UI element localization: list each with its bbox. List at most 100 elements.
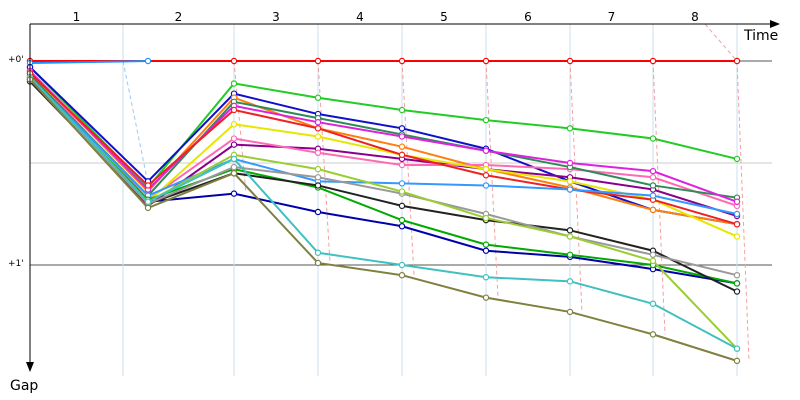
data-point xyxy=(733,288,741,295)
data-point xyxy=(314,182,322,189)
series-line xyxy=(29,60,149,65)
data-point xyxy=(566,178,574,185)
data-point xyxy=(230,155,238,163)
data-point xyxy=(314,125,322,132)
data-point xyxy=(314,208,322,216)
data-point xyxy=(398,106,406,114)
data-point xyxy=(398,161,406,169)
data-point xyxy=(314,174,322,181)
data-point xyxy=(398,151,406,159)
data-point xyxy=(398,133,406,140)
lap-connector-line xyxy=(317,60,331,263)
data-point xyxy=(482,147,490,154)
data-point xyxy=(482,294,490,301)
data-point xyxy=(230,57,238,65)
data-point xyxy=(733,57,741,65)
data-point xyxy=(733,220,741,228)
data-point xyxy=(566,186,574,193)
data-point xyxy=(314,249,322,256)
data-point xyxy=(649,192,657,199)
data-point xyxy=(482,116,490,124)
data-point xyxy=(566,57,574,65)
lap-label: 2 xyxy=(175,10,183,24)
data-point xyxy=(144,204,152,212)
data-point xyxy=(398,57,406,65)
data-point xyxy=(314,165,322,173)
data-point xyxy=(230,135,238,142)
data-point xyxy=(566,278,574,285)
data-point xyxy=(733,357,741,365)
lap-label: 7 xyxy=(608,10,616,24)
data-point xyxy=(733,272,741,279)
data-point xyxy=(649,251,657,258)
data-point xyxy=(649,206,657,214)
data-point xyxy=(733,155,741,163)
data-point xyxy=(398,261,406,269)
data-point xyxy=(230,121,238,128)
data-point xyxy=(314,57,322,65)
x-axis-arrow xyxy=(770,20,780,28)
data-point xyxy=(398,188,406,195)
lap-label: 6 xyxy=(524,10,532,24)
data-point xyxy=(566,233,574,240)
data-point xyxy=(482,172,490,179)
data-point xyxy=(482,247,490,254)
data-point xyxy=(566,159,574,167)
data-point xyxy=(144,57,152,65)
data-point xyxy=(482,214,490,222)
data-point xyxy=(566,251,574,258)
lap-connector-line xyxy=(704,23,738,62)
data-point xyxy=(649,331,657,338)
lap-connector-line xyxy=(736,60,750,361)
data-point xyxy=(230,190,238,197)
lap-label: 5 xyxy=(440,10,448,24)
lap-connector-line xyxy=(401,60,415,276)
data-point xyxy=(649,57,657,65)
data-point xyxy=(482,57,490,65)
series-line xyxy=(29,78,738,362)
data-point xyxy=(314,94,322,101)
data-point xyxy=(398,202,406,210)
data-point xyxy=(314,149,322,156)
data-point xyxy=(566,125,574,132)
data-point xyxy=(230,80,238,87)
data-point xyxy=(398,180,406,187)
axis-layer: Time Gap xyxy=(10,20,780,394)
lap-label: 8 xyxy=(691,10,699,24)
y-tick-label: +0' xyxy=(8,55,24,65)
data-point xyxy=(566,227,574,234)
label-layer: 1 2 3 4 5 6 7 8 +0' +1' xyxy=(8,10,699,269)
y-tick-label: +1' xyxy=(8,259,24,269)
data-point xyxy=(314,133,322,140)
data-point xyxy=(482,241,490,248)
data-point xyxy=(649,135,657,142)
lap-label: 3 xyxy=(272,10,280,24)
data-point xyxy=(230,163,238,171)
lap-label: 1 xyxy=(73,10,81,24)
data-point xyxy=(649,167,657,175)
data-point xyxy=(733,233,741,240)
data-point xyxy=(482,165,490,173)
y-axis-title: Gap xyxy=(10,378,38,394)
data-point xyxy=(314,259,322,267)
data-point xyxy=(649,300,657,307)
data-point xyxy=(398,216,406,224)
lap-label: 4 xyxy=(356,10,364,24)
data-point xyxy=(733,280,741,287)
data-point xyxy=(314,118,322,126)
data-point xyxy=(230,106,238,114)
data-point xyxy=(144,182,152,189)
data-point xyxy=(649,257,657,265)
data-point xyxy=(482,274,490,281)
lap-connector-layer xyxy=(122,23,750,361)
data-point xyxy=(230,141,238,148)
series-layer xyxy=(26,57,741,365)
data-point xyxy=(398,143,406,150)
data-point xyxy=(649,174,657,181)
data-point xyxy=(733,198,741,205)
data-point xyxy=(398,272,406,279)
data-point xyxy=(144,198,152,205)
y-axis-arrow xyxy=(26,362,34,372)
data-point xyxy=(733,210,741,218)
